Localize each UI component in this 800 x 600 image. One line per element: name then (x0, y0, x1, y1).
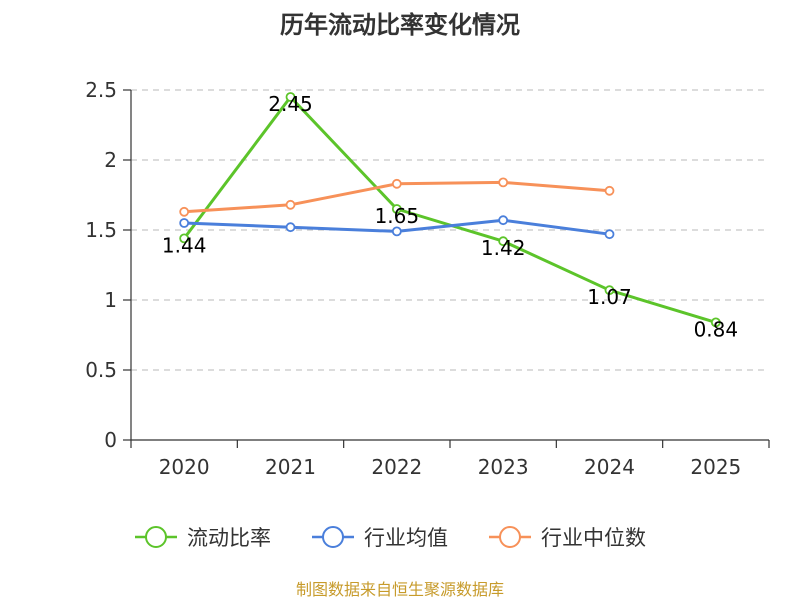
legend-marker (322, 526, 344, 548)
y-tick-label: 2.5 (85, 78, 117, 102)
y-tick-label: 1 (104, 288, 117, 312)
data-point (498, 215, 509, 226)
chart-title: 历年流动比率变化情况 (280, 11, 520, 39)
legend-label: 行业均值 (364, 526, 448, 550)
data-label: 0.84 (694, 317, 739, 341)
data-point (285, 222, 296, 233)
x-tick-label: 2025 (690, 455, 741, 479)
data-label: 1.44 (162, 233, 207, 257)
data-point (391, 226, 402, 237)
data-label: 1.42 (481, 236, 526, 260)
data-point (604, 285, 615, 296)
data-point (179, 206, 190, 217)
y-tick-label: 1.5 (85, 218, 117, 242)
legend-item[interactable]: 行业均值 (312, 526, 448, 550)
x-tick-label: 2021 (265, 455, 316, 479)
legend-item[interactable]: 流动比率 (135, 526, 271, 550)
grid-lines (131, 89, 769, 371)
data-point (285, 199, 296, 210)
y-axis: 0 0.5 1 1.5 2 2.5 (85, 78, 132, 452)
legend-marker (145, 526, 167, 548)
x-tick-label: 2023 (478, 455, 529, 479)
x-tick-label: 2020 (159, 455, 210, 479)
legend-marker (499, 526, 521, 548)
x-tick-label: 2022 (371, 455, 422, 479)
data-label: 1.65 (375, 204, 420, 228)
legend-label: 流动比率 (187, 526, 271, 550)
legend-item[interactable]: 行业中位数 (489, 526, 646, 550)
y-tick-label: 2 (104, 148, 117, 172)
y-tick-label: 0 (104, 428, 117, 452)
data-point (498, 177, 509, 188)
data-point (710, 317, 721, 328)
legend-label: 行业中位数 (541, 526, 646, 550)
data-point (604, 229, 615, 240)
data-label: 1.07 (587, 285, 632, 309)
x-tick-label: 2024 (584, 455, 635, 479)
data-point (498, 236, 509, 247)
y-tick-label: 0.5 (85, 358, 117, 382)
series-group: 1.44 2.45 1.65 1.42 1.07 0.84 (162, 92, 738, 341)
data-point (391, 204, 402, 214)
data-label: 2.45 (268, 92, 313, 116)
data-point (179, 218, 190, 228)
source-note: 制图数据来自恒生聚源数据库 (296, 580, 504, 599)
x-axis: 2020 2021 2022 2023 2024 2025 (130, 439, 770, 479)
data-point (179, 233, 190, 244)
data-point (604, 185, 615, 196)
series-line (182, 95, 717, 324)
data-point (285, 92, 296, 102)
data-point (391, 178, 402, 189)
legend[interactable]: 流动比率 行业均值 行业中位数 (135, 526, 646, 550)
